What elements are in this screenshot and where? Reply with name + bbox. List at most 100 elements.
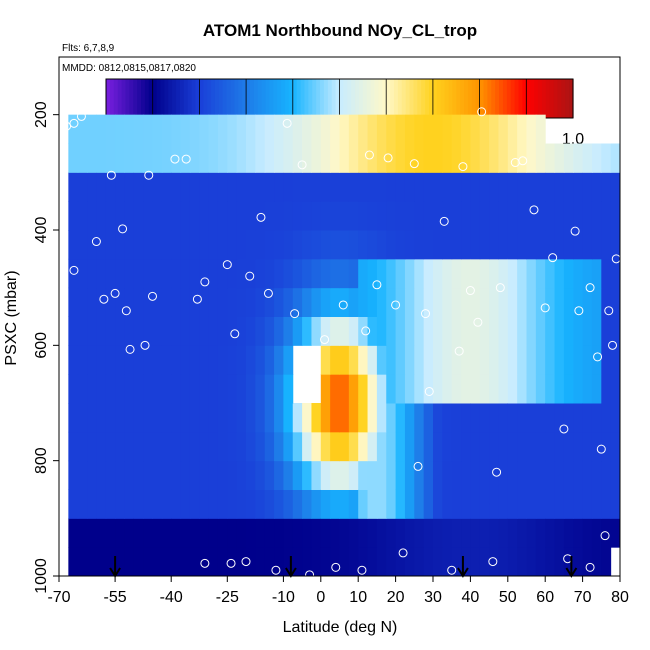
heatmap-cell (423, 403, 434, 433)
heatmap-cell (68, 287, 79, 317)
heatmap-cell (255, 172, 266, 202)
heatmap-cell (563, 403, 574, 433)
heatmap-cell (461, 316, 471, 346)
heatmap-cell (246, 287, 256, 317)
heatmap-cell (330, 431, 340, 462)
heatmap-cell (161, 460, 172, 490)
sample-point (61, 121, 71, 131)
heatmap-cell (311, 431, 322, 462)
heatmap-cell (414, 518, 425, 548)
heatmap-cell (470, 172, 481, 202)
heatmap-cell (367, 431, 378, 462)
heatmap-cell (573, 172, 584, 202)
colorbar-swatch (331, 79, 337, 118)
heatmap-cell (161, 345, 172, 375)
colorbar-swatch (413, 79, 418, 118)
sample-point (540, 303, 550, 313)
sample-point (331, 562, 341, 572)
heatmap-cell (563, 374, 574, 404)
heatmap-cell (68, 258, 79, 289)
colorbar-swatch (156, 79, 162, 118)
heatmap-cell (545, 258, 556, 289)
heatmap-cell (404, 374, 415, 404)
heatmap-cell (535, 230, 546, 260)
heatmap-cell (320, 518, 331, 548)
heatmap-cell (479, 489, 490, 519)
heatmap-cell (199, 258, 210, 289)
heatmap-cell (264, 258, 275, 289)
sample-point (409, 159, 419, 169)
heatmap-cell (311, 287, 322, 317)
heatmap-cell (115, 143, 125, 173)
heatmap-cell (610, 287, 621, 317)
heatmap-cell (489, 547, 499, 577)
heatmap-cell (217, 316, 228, 346)
heatmap-cell (451, 460, 462, 490)
colorbar-swatch (261, 79, 267, 118)
heatmap-cell (461, 547, 471, 577)
heatmap-cell (386, 345, 397, 375)
heatmap-cell (601, 374, 612, 404)
heatmap-cell (535, 287, 546, 317)
colorbar-swatch (214, 79, 220, 118)
sample-points (58, 107, 621, 580)
x-axis-label: Latitude (deg N) (283, 619, 398, 636)
heatmap-cell (161, 230, 172, 260)
x-tick-label: 60 (536, 589, 554, 606)
heatmap-cell (414, 258, 425, 289)
sample-point (361, 326, 371, 336)
colorbar: 0.00.10.20.30.40.50.60.70.80.91.0 (95, 78, 584, 148)
heatmap-cell (227, 518, 238, 548)
heatmap-cell (236, 431, 247, 462)
heatmap-cell (274, 460, 284, 490)
heatmap-cell (96, 114, 107, 144)
heatmap-cell (563, 547, 574, 577)
heatmap-cell (526, 201, 537, 231)
heatmap-cell (143, 518, 153, 548)
heatmap-cell (573, 374, 584, 404)
heatmap-cell (433, 316, 443, 346)
sample-point (574, 306, 584, 316)
heatmap-cell (311, 143, 322, 173)
heatmap-cell (573, 518, 584, 548)
sample-point (593, 352, 603, 362)
heatmap-cell (498, 460, 509, 490)
heatmap-cell (582, 374, 593, 404)
heatmap-cell (414, 316, 425, 346)
heatmap-cell (554, 489, 565, 519)
heatmap-cell (320, 316, 331, 346)
heatmap-cell (180, 201, 191, 231)
x-tick-label: 40 (462, 589, 480, 606)
heatmap-cell (255, 114, 266, 144)
heatmap-cell (171, 518, 182, 548)
x-tick-label: -10 (272, 589, 295, 606)
heatmap-cell (517, 403, 527, 433)
heatmap-cell (582, 489, 593, 519)
heatmap-cell (143, 489, 153, 519)
colorbar-swatch (144, 79, 150, 118)
heatmap-cell (414, 460, 425, 490)
heatmap-cell (152, 374, 163, 404)
heatmap-cell (68, 489, 79, 519)
heatmap-cell (535, 403, 546, 433)
heatmap-cell (105, 518, 116, 548)
heatmap-cell (610, 518, 621, 548)
heatmap-cell (442, 172, 453, 202)
heatmap-cell (376, 345, 387, 375)
heatmap-cell (96, 489, 107, 519)
heatmap-cell (563, 460, 574, 490)
heatmap-cell (423, 114, 434, 144)
heatmap-cell (358, 258, 369, 289)
heatmap-cell (386, 287, 397, 317)
heatmap-cell (246, 316, 256, 346)
heatmap-cell (311, 489, 322, 519)
heatmap-cell (105, 172, 116, 202)
heatmap-cell (535, 143, 546, 173)
colorbar-swatch (257, 79, 263, 118)
heatmap-cell (124, 431, 135, 462)
colorbar-swatch (288, 79, 294, 118)
heatmap-cell (124, 316, 135, 346)
heatmap-cell (171, 287, 182, 317)
colorbar-swatch (471, 79, 477, 118)
heatmap-cell (451, 172, 462, 202)
